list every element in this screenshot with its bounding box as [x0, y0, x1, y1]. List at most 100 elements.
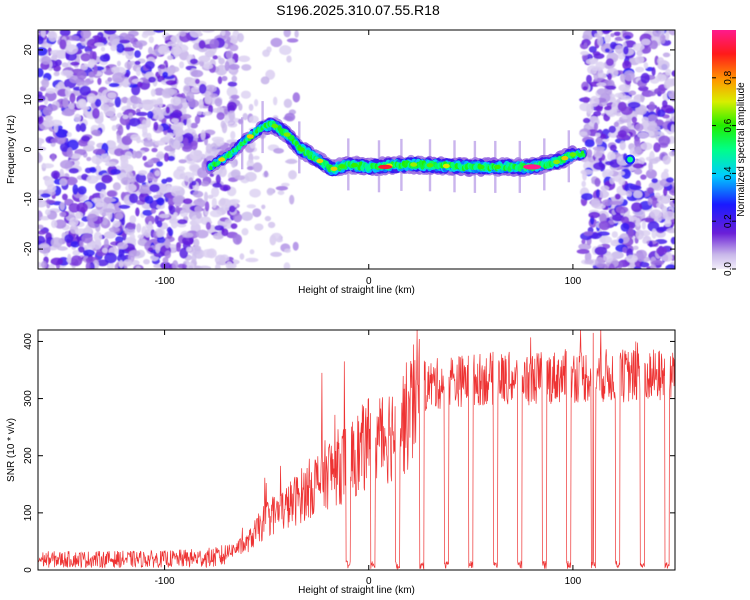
noise-blob [78, 37, 86, 42]
noise-blob [78, 246, 85, 253]
noise-blob [248, 103, 254, 111]
noise-blob [220, 30, 226, 36]
noise-blob [164, 250, 171, 259]
noise-blob [613, 121, 620, 128]
noise-blob [173, 126, 184, 137]
noise-blob [178, 159, 187, 164]
noise-blob [154, 170, 161, 177]
noise-blob [106, 190, 117, 197]
noise-blob [41, 55, 51, 65]
noise-blob [600, 133, 607, 140]
noise-blob [650, 264, 656, 269]
noise-blob [173, 168, 186, 180]
noise-blob [618, 238, 624, 244]
ridge-pocket [330, 166, 338, 171]
noise-blob [246, 166, 255, 171]
x-axis-title: Height of straight line (km) [298, 585, 415, 596]
noise-blob [144, 215, 155, 226]
noise-blob [41, 78, 50, 89]
noise-blob [77, 186, 87, 195]
noise-blob [273, 148, 284, 154]
noise-blob [186, 246, 192, 252]
noise-blob [190, 164, 201, 172]
noise-blob [153, 106, 161, 116]
noise-blob [582, 170, 587, 181]
noise-blob [588, 211, 601, 219]
noise-blob [261, 204, 266, 210]
noise-blob [595, 137, 603, 146]
noise-blob [54, 59, 62, 66]
noise-blob [118, 260, 124, 269]
noise-blob [246, 204, 256, 209]
noise-blob [70, 255, 83, 267]
noise-blob [656, 246, 668, 256]
noise-blob [161, 178, 168, 184]
snr-frame [37, 329, 676, 571]
noise-blob [148, 46, 153, 55]
noise-blob [126, 98, 131, 109]
noise-blob [619, 140, 626, 151]
noise-blob [618, 84, 631, 92]
noise-blob [219, 65, 224, 76]
noise-blob [582, 86, 588, 91]
noise-blob [79, 122, 87, 132]
noise-blob [38, 115, 44, 125]
noise-blob [84, 167, 92, 174]
ridge-pocket [351, 163, 358, 168]
x-tick-label: -100 [155, 276, 175, 287]
noise-blob [654, 87, 666, 95]
noise-blob [166, 132, 175, 138]
noise-blob [209, 209, 222, 218]
noise-blob [583, 117, 591, 124]
noise-blob [156, 204, 165, 210]
noise-blob [179, 61, 185, 69]
noise-blob [122, 114, 129, 120]
noise-blob [212, 182, 222, 188]
noise-blob [115, 236, 124, 243]
noise-blob [647, 197, 653, 206]
ridge-pocket [338, 164, 346, 169]
spectrogram-image [38, 30, 675, 269]
noise-blob [145, 117, 151, 128]
noise-blob [634, 146, 642, 154]
noise-blob [581, 239, 586, 245]
noise-blob [196, 197, 203, 203]
noise-blob [125, 183, 137, 193]
noise-blob [624, 35, 632, 40]
noise-blob [214, 225, 225, 231]
noise-blob [224, 219, 232, 224]
noise-blob [43, 120, 55, 128]
noise-blob [670, 111, 675, 122]
noise-blob [596, 263, 609, 269]
noise-blob [665, 30, 670, 41]
noise-blob [234, 175, 245, 181]
noise-blob [38, 94, 46, 103]
noise-blob [226, 101, 237, 112]
noise-blob [629, 185, 642, 191]
noise-blob [165, 106, 170, 114]
noise-blob [591, 66, 603, 71]
noise-blob [134, 60, 141, 65]
noise-blob [135, 207, 140, 217]
noise-blob [604, 48, 610, 53]
noise-blob [607, 73, 612, 81]
noise-blob [263, 170, 269, 178]
noise-blob [125, 48, 135, 60]
y-tick-label: 20 [23, 44, 34, 56]
noise-blob [579, 131, 588, 137]
colorbar-tick-label: 0.0 [723, 262, 734, 276]
noise-blob [158, 184, 168, 193]
colorbar-tick-label: 0.8 [723, 70, 734, 84]
noise-blob [185, 262, 195, 269]
noise-blob [38, 68, 44, 78]
noise-blob [628, 90, 637, 96]
noise-blob [198, 99, 204, 109]
noise-blob [116, 60, 121, 67]
ridge-pocket [426, 163, 434, 168]
noise-blob [647, 187, 654, 194]
noise-blob [292, 92, 300, 103]
page-title: S196.2025.310.07.55.R18 [276, 2, 440, 18]
noise-blob [627, 101, 641, 109]
noise-blob [38, 152, 41, 163]
noise-blob [613, 31, 622, 36]
